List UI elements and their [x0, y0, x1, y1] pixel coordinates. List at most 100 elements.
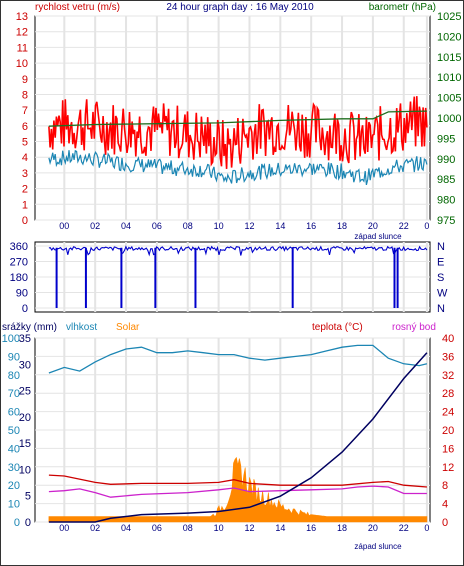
temperature-y-tick: 40	[442, 333, 454, 345]
wind-x-tick: 12	[244, 221, 254, 231]
wind-y-tick: 6	[22, 121, 28, 133]
wind-x-tick: 14	[275, 221, 285, 231]
legend-rain: srážky (mm)	[2, 322, 57, 333]
direction-series-line	[48, 245, 428, 257]
wind-x-tick: 08	[183, 221, 193, 231]
wind-y-tick: 7	[22, 105, 28, 117]
wind-x-tick: 22	[399, 221, 409, 231]
rain-y-tick: 10	[19, 464, 31, 476]
rain-series-line	[48, 352, 428, 523]
humidity-y-tick: 20	[8, 480, 20, 492]
wind-y-tick: 5	[22, 137, 28, 149]
humidity-y-tick: 30	[8, 462, 20, 474]
climate-x-tick: 04	[121, 523, 131, 533]
climate-x-tick: 14	[275, 523, 285, 533]
wind-x-tick: 02	[90, 221, 100, 231]
legend-solar: Solar	[116, 322, 140, 333]
gust-series-line	[48, 96, 428, 169]
wind-y-tick: 12	[16, 27, 28, 39]
sunset-label-bottom: západ slunce	[354, 542, 402, 551]
pressure-y-tick: 990	[437, 154, 455, 166]
climate-x-tick: 10	[214, 523, 224, 533]
temperature-y-tick: 20	[442, 425, 454, 437]
direction-y-tick: 180	[10, 272, 28, 284]
direction-compass-tick: E	[437, 257, 444, 269]
average-wind-series-line	[48, 149, 428, 186]
direction-y-tick: 360	[10, 241, 28, 253]
wind-x-tick: 20	[368, 221, 378, 231]
temperature-y-tick: 12	[442, 462, 454, 474]
pressure-y-tick: 1015	[437, 52, 461, 64]
pressure-axis-title: barometr (hPa)	[369, 2, 436, 13]
wind-x-tick: 0	[424, 221, 429, 231]
temperature-y-tick: 4	[442, 499, 448, 511]
humidity-y-tick: 100	[2, 333, 20, 345]
pressure-y-tick: 1000	[437, 113, 461, 125]
wind-x-tick: 16	[306, 221, 316, 231]
direction-y-tick: 0	[22, 303, 28, 315]
pressure-series-line	[48, 110, 427, 127]
rain-y-tick: 20	[19, 412, 31, 424]
temperature-y-tick: 0	[442, 517, 448, 529]
rain-y-tick: 30	[19, 359, 31, 371]
temperature-y-tick: 24	[442, 407, 454, 419]
temperature-y-tick: 32	[442, 370, 454, 382]
legend-dewpoint: rosný bod	[392, 322, 436, 333]
pressure-y-tick: 1020	[437, 31, 461, 43]
wind-frame	[34, 15, 431, 221]
pressure-y-tick: 980	[437, 195, 455, 207]
wind-x-tick: 06	[152, 221, 162, 231]
rain-y-tick: 15	[19, 438, 31, 450]
direction-y-tick: 90	[16, 288, 28, 300]
direction-compass-tick: N	[437, 303, 445, 315]
climate-x-tick: 12	[244, 523, 254, 533]
humidity-y-tick: 90	[8, 351, 20, 363]
wind-y-tick: 9	[22, 74, 28, 86]
climate-x-tick: 22	[399, 523, 409, 533]
humidity-y-tick: 10	[8, 499, 20, 511]
humidity-y-tick: 0	[14, 517, 20, 529]
chart-layer: 00 02 04 06 08 10 12 14 16 18 20 22 0012345678910111…	[2, 11, 462, 533]
pressure-y-tick: 1010	[437, 72, 461, 84]
chart-title: 24 hour graph day : 16 May 2010	[166, 2, 314, 13]
rain-y-tick: 5	[25, 491, 31, 503]
wind-y-tick: 0	[22, 215, 28, 227]
temperature-y-tick: 16	[442, 443, 454, 455]
climate-x-tick: 20	[368, 523, 378, 533]
legend-temperature: teplota (°C)	[312, 322, 363, 333]
wind-y-tick: 4	[22, 152, 28, 164]
wind-x-tick: 00	[59, 221, 69, 231]
legend-humidity: vlhkost	[66, 322, 97, 333]
climate-x-tick: 00	[59, 523, 69, 533]
temperature-y-tick: 36	[442, 351, 454, 363]
humidity-series-line	[48, 344, 428, 374]
pressure-y-tick: 1005	[437, 93, 461, 105]
humidity-y-tick: 60	[8, 407, 20, 419]
wind-y-tick: 10	[16, 58, 28, 70]
wind-axis-title: rychlost vetru (m/s)	[35, 2, 120, 13]
temperature-y-tick: 28	[442, 388, 454, 400]
climate-x-tick: 08	[183, 523, 193, 533]
direction-y-tick: 270	[10, 257, 28, 269]
rain-y-tick: 35	[19, 333, 31, 345]
humidity-y-tick: 50	[8, 425, 20, 437]
temperature-series-line	[48, 474, 427, 488]
wind-y-tick: 2	[22, 184, 28, 196]
direction-compass-tick: W	[437, 288, 448, 300]
climate-x-tick: 0	[424, 523, 429, 533]
wind-y-tick: 11	[17, 42, 28, 54]
wind-x-tick: 04	[121, 221, 131, 231]
temperature-y-tick: 8	[442, 480, 448, 492]
wind-x-tick: 18	[337, 221, 347, 231]
rain-y-tick: 0	[25, 517, 31, 529]
climate-x-tick: 02	[90, 523, 100, 533]
climate-x-tick: 18	[337, 523, 347, 533]
humidity-y-tick: 70	[8, 388, 20, 400]
pressure-y-tick: 975	[437, 215, 455, 227]
climate-x-tick: 16	[306, 523, 316, 533]
direction-compass-tick: S	[437, 272, 444, 284]
rain-y-tick: 25	[19, 386, 31, 398]
pressure-y-tick: 985	[437, 174, 455, 186]
humidity-y-tick: 80	[8, 370, 20, 382]
